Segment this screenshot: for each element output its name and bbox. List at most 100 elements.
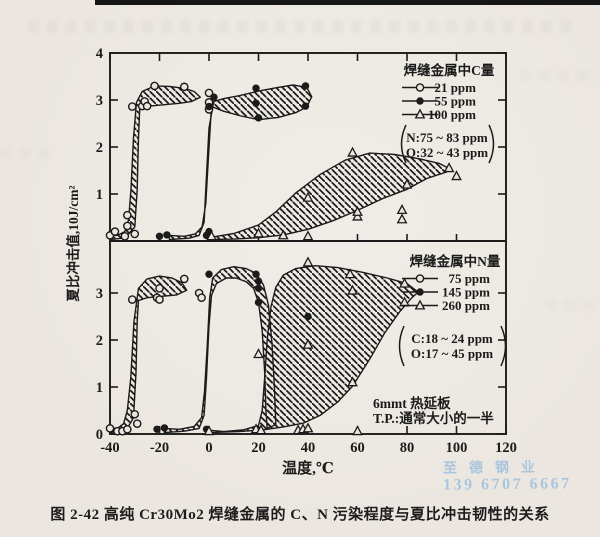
point-carbon-21ppm	[204, 88, 214, 98]
point-carbon-55ppm	[205, 102, 213, 111]
point-carbon-21ppm	[130, 229, 140, 239]
point-carbon-21ppm	[110, 227, 120, 236]
x-tick-label: 120	[495, 440, 517, 456]
y-tick-label: 3	[96, 93, 103, 109]
band-carbon-21ppm	[109, 85, 201, 241]
legend-open-triangle-icon	[414, 299, 426, 310]
legend-open-circle-icon	[415, 274, 425, 283]
point-nitrogen-145ppm	[254, 284, 263, 292]
point-carbon-100ppm	[443, 162, 455, 173]
point-carbon-55ppm	[252, 99, 260, 107]
point-carbon-100ppm	[451, 170, 462, 181]
point-nitrogen-260ppm	[352, 425, 363, 436]
annotation-line: O:32 ~ 43 ppm	[406, 145, 488, 160]
legend-entry-label: 260 ppm	[442, 298, 490, 313]
legend-title-carbon: 焊缝金属中C量	[404, 62, 495, 78]
y-tick-label: 2	[96, 140, 103, 156]
point-nitrogen-145ppm	[304, 312, 312, 321]
point-carbon-100ppm	[396, 204, 408, 215]
x-tick-label: -20	[150, 440, 169, 456]
point-carbon-100ppm	[352, 205, 363, 216]
point-nitrogen-260ppm	[255, 424, 267, 435]
point-carbon-100ppm	[206, 230, 217, 241]
point-carbon-100ppm	[396, 213, 408, 224]
scan-edge-bar	[95, 0, 600, 5]
point-carbon-100ppm	[302, 191, 314, 202]
legend-open-triangle-icon	[414, 108, 426, 119]
point-carbon-21ppm	[127, 102, 137, 111]
point-carbon-55ppm	[252, 84, 260, 92]
point-carbon-100ppm	[401, 178, 413, 189]
point-nitrogen-260ppm	[302, 256, 314, 267]
point-nitrogen-75ppm	[197, 293, 206, 303]
band-carbon-100ppm	[208, 152, 451, 241]
x-tick-label: 100	[446, 440, 468, 456]
point-carbon-21ppm	[120, 231, 130, 241]
point-nitrogen-145ppm	[252, 270, 260, 278]
y-tick-label: 0	[96, 427, 103, 443]
x-tick-label: 80	[400, 440, 415, 456]
band-nitrogen-75ppm	[109, 275, 188, 434]
annotation-line: N:75 ~ 83 ppm	[406, 130, 488, 145]
annotation-paren	[488, 124, 495, 164]
point-carbon-21ppm	[123, 221, 132, 231]
point-carbon-55ppm	[254, 114, 263, 122]
point-nitrogen-145ppm	[153, 425, 161, 433]
legend-entry-label: 145 ppm	[442, 285, 490, 300]
annotation-paren	[398, 325, 405, 367]
band-nitrogen-260ppm	[208, 265, 419, 434]
point-carbon-100ppm	[302, 230, 314, 241]
legend-entry-label: 75 ppm	[448, 271, 490, 286]
y-tick-label: 4	[96, 46, 103, 62]
point-carbon-100ppm	[352, 210, 363, 221]
annotation-line: O:17 ~ 45 ppm	[411, 346, 493, 361]
point-carbon-55ppm	[210, 93, 218, 101]
x-tick-label: 20	[251, 440, 266, 456]
legend-entry-label: 21 ppm	[434, 80, 476, 95]
legend-entry-label: 100 ppm	[428, 107, 476, 122]
point-carbon-21ppm	[142, 101, 152, 111]
point-nitrogen-260ppm	[344, 268, 356, 279]
point-nitrogen-145ppm	[160, 424, 169, 432]
point-nitrogen-260ppm	[399, 277, 410, 288]
point-carbon-100ppm	[277, 229, 289, 240]
point-nitrogen-260ppm	[302, 422, 314, 433]
x-tick-label: -40	[100, 440, 119, 456]
point-nitrogen-260ppm	[347, 376, 358, 387]
y-tick-label: 2	[96, 333, 103, 349]
charpy-impact-chart: -40 -20 0 20 40 60 80 100 120 4 3 2 1 3 2 1 0 温度,℃ 夏比冲击值,1…	[65, 46, 517, 477]
point-carbon-21ppm	[123, 210, 132, 220]
point-carbon-55ppm	[155, 232, 164, 240]
point-nitrogen-145ppm	[254, 277, 263, 285]
point-nitrogen-145ppm	[254, 298, 263, 307]
point-nitrogen-75ppm	[155, 283, 164, 293]
x-tick-label: 40	[301, 440, 316, 456]
y-tick-label: 1	[96, 380, 103, 396]
point-nitrogen-75ppm	[105, 424, 115, 433]
point-carbon-55ppm	[301, 102, 310, 110]
point-nitrogen-75ppm	[155, 295, 164, 304]
point-carbon-100ppm	[347, 146, 358, 157]
point-nitrogen-75ppm	[130, 409, 140, 419]
point-carbon-100ppm	[253, 227, 264, 238]
x-tick-label: 0	[205, 440, 212, 456]
annotation-line: C:18 ~ 24 ppm	[411, 331, 493, 346]
point-nitrogen-260ppm	[302, 338, 314, 349]
annotation-paren	[400, 124, 407, 164]
legend-open-circle-icon	[415, 83, 425, 92]
point-carbon-21ppm	[179, 82, 189, 92]
y-tick-label: 1	[96, 187, 103, 203]
figure-caption: 图 2-42 高纯 Cr30Mo2 焊缝金属的 C、N 污染程度与夏比冲击韧性的…	[50, 507, 550, 523]
y-tick-label: 3	[96, 286, 103, 302]
point-carbon-55ppm	[163, 231, 171, 239]
point-carbon-21ppm	[150, 81, 159, 91]
legend-filled-circle-icon	[416, 97, 424, 105]
point-nitrogen-145ppm	[205, 270, 213, 278]
legend-entry-label: 55 ppm	[434, 94, 476, 109]
note-line: 6mmt 热延板	[373, 395, 451, 411]
legend-filled-circle-icon	[416, 288, 424, 296]
point-nitrogen-75ppm	[132, 419, 142, 428]
point-nitrogen-75ppm	[179, 274, 189, 284]
point-nitrogen-75ppm	[123, 424, 132, 434]
point-nitrogen-75ppm	[127, 295, 137, 304]
